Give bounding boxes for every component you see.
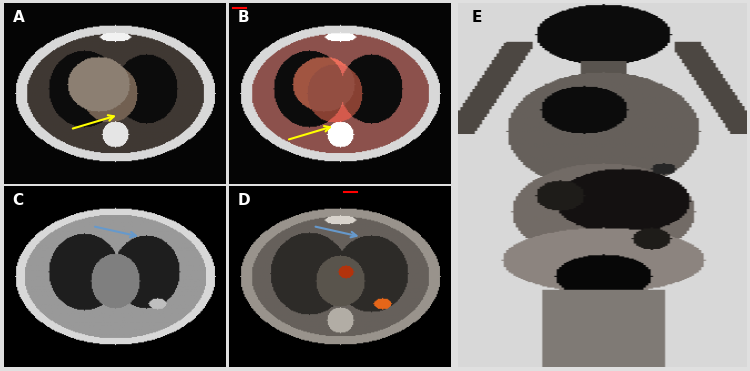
Text: C: C <box>13 194 24 209</box>
Text: E: E <box>472 10 482 25</box>
Text: A: A <box>13 10 24 25</box>
Text: B: B <box>238 10 249 25</box>
Text: D: D <box>238 194 250 209</box>
